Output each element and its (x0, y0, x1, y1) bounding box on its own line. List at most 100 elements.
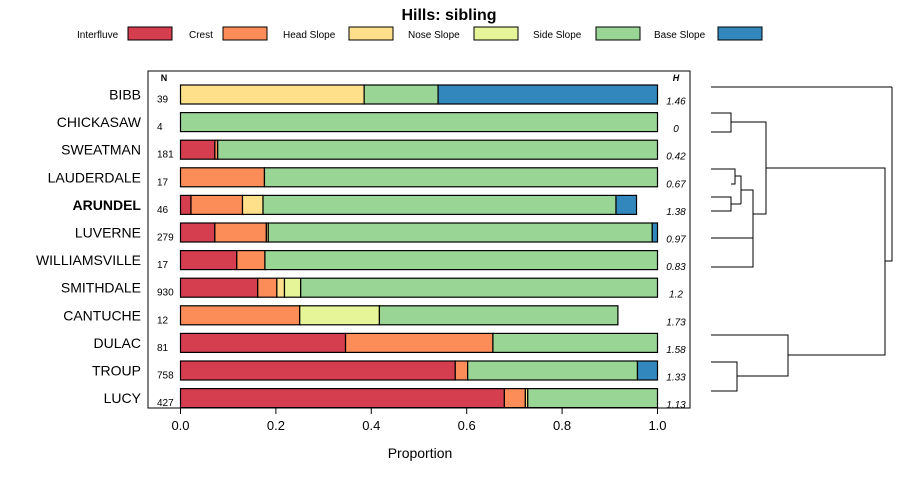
category-label: CANTUCHE (63, 307, 141, 323)
n-value: 758 (157, 371, 174, 382)
n-value: 17 (157, 260, 169, 271)
legend-swatch (595, 26, 641, 41)
legend-swatch (222, 26, 268, 41)
dendrogram-branch (711, 168, 736, 185)
dendrogram-branch (711, 237, 754, 268)
category-label: LUCY (104, 390, 142, 406)
n-value: 427 (157, 398, 174, 409)
bar-segment (636, 360, 659, 381)
n-value: 4 (157, 122, 163, 133)
bar-segment (267, 222, 653, 243)
h-column-header: H (673, 73, 680, 83)
bar-segment (503, 388, 526, 409)
legend-label: Nose Slope (408, 30, 460, 41)
bars-layer (179, 84, 659, 409)
bar-segment (241, 194, 264, 215)
x-tick-label: 0.6 (458, 418, 476, 433)
bar-segment (454, 360, 469, 381)
bar-segment (263, 167, 659, 188)
legend-swatch (348, 26, 394, 41)
chart-title: Hills: sibling (401, 7, 496, 24)
h-value: 1.13 (666, 400, 686, 411)
dendrogram-branch (735, 175, 742, 204)
n-value: 12 (157, 315, 169, 326)
bar-segment (179, 111, 659, 133)
dendrogram-branch (711, 196, 732, 212)
n-column-header: N (161, 73, 168, 83)
dendrogram-branch (711, 334, 789, 377)
bar-segment (179, 250, 238, 271)
n-value: 17 (157, 177, 169, 188)
dendrogram-branch (885, 87, 893, 262)
h-value: 0.42 (666, 152, 686, 163)
h-value: 1.33 (666, 373, 686, 384)
legend-swatch (473, 26, 519, 41)
h-value: 0 (673, 124, 679, 135)
bar-segment (214, 222, 267, 243)
bar-segment (262, 194, 617, 215)
bar-segment (264, 250, 659, 271)
bar-segment (257, 277, 278, 298)
bar-segment (363, 84, 439, 105)
category-label: LAUDERDALE (48, 169, 141, 185)
bar-segment (615, 194, 638, 215)
h-value: 1.38 (666, 207, 686, 218)
x-tick-label: 0.2 (267, 418, 285, 433)
bar-segment (236, 250, 266, 271)
bar-segment (492, 332, 659, 353)
x-axis-title: Proportion (388, 445, 453, 461)
n-values: 39 4 181 17 46 279 17 930 12 81 758 427 (157, 95, 174, 410)
bar-segment (378, 305, 619, 326)
category-label: DULAC (94, 335, 141, 351)
h-value: 1.46 (666, 97, 686, 108)
category-label: ARUNDEL (73, 197, 142, 213)
dendrogram-branch (766, 167, 886, 356)
bar-segment (467, 360, 639, 381)
dendrogram-branch (741, 189, 754, 238)
bar-segment (179, 194, 192, 215)
category-labels: BIBB CHICKASAW SWEATMAN LAUDERDALE ARUNDEL LU… (36, 87, 142, 407)
bar-segment (527, 388, 659, 409)
x-tick-label: 0.8 (553, 418, 571, 433)
bar-segment (190, 194, 244, 215)
n-value: 181 (157, 150, 174, 161)
dendrogram (711, 86, 893, 392)
bar-segment (179, 222, 216, 243)
dendrogram-branch (731, 121, 767, 215)
h-value: 0.67 (666, 179, 686, 190)
h-value: 1.73 (666, 317, 686, 328)
bar-segment (179, 388, 505, 409)
legend-label: Base Slope (654, 30, 706, 41)
legend: Interfluve Crest Head Slope Nose Slope Side … (77, 26, 763, 41)
x-tick-label: 0.0 (171, 418, 189, 433)
legend-label: Crest (189, 30, 213, 41)
n-value: 46 (157, 205, 169, 216)
dendrogram-branch (711, 361, 738, 392)
h-value: 1.58 (666, 345, 686, 356)
category-label: SWEATMAN (61, 142, 141, 158)
category-label: CHICKASAW (57, 114, 142, 130)
category-label: LUVERNE (75, 225, 141, 241)
bar-segment (276, 277, 286, 298)
category-label: TROUP (92, 363, 141, 379)
h-value: 1.2 (669, 290, 683, 301)
bar-segment (300, 277, 659, 298)
bar-segment (299, 305, 381, 326)
bar-segment (437, 84, 659, 105)
bar-segment (179, 332, 347, 353)
bar-segment (283, 277, 302, 298)
category-label: WILLIAMSVILLE (36, 252, 141, 268)
category-label: SMITHDALE (61, 280, 141, 296)
legend-label: Side Slope (533, 30, 582, 41)
bar-segment (179, 84, 365, 105)
x-tick-label: 0.4 (362, 418, 380, 433)
h-values: 1.46 0 0.42 0.67 1.38 0.97 0.83 1.2 1.73 1.58 1.33… (666, 97, 686, 412)
bar-segment (179, 139, 216, 160)
dendrogram-branch (711, 112, 732, 133)
x-axis: 0.0 0.2 0.4 0.6 0.8 1.0 (171, 408, 667, 433)
legend-label: Interfluve (77, 30, 119, 41)
bar-segment (179, 305, 301, 326)
bar-segment (217, 139, 659, 160)
bar-segment (344, 332, 494, 353)
